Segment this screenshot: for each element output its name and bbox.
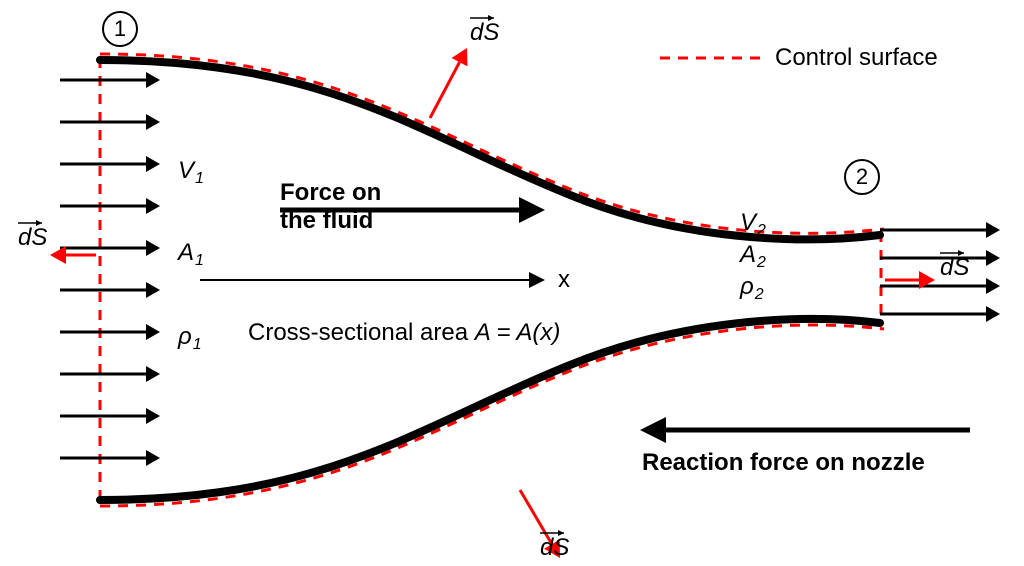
svg-text:dS: dS: [470, 19, 499, 46]
svg-text:dS: dS: [18, 224, 47, 251]
svg-text:Control surface: Control surface: [775, 44, 938, 71]
ds-vector-label: dS: [940, 250, 969, 281]
ds-vector-label: dS: [470, 15, 499, 46]
svg-text:dS: dS: [540, 534, 569, 561]
svg-text:dS: dS: [940, 254, 969, 281]
svg-text:the fluid: the fluid: [280, 207, 373, 234]
ds-vector-label: dS: [18, 220, 47, 251]
svg-text:2: 2: [856, 164, 868, 189]
svg-text:Reaction force on nozzle: Reaction force on nozzle: [642, 449, 925, 476]
svg-text:Force on: Force on: [280, 179, 381, 206]
ds-vector-label: dS: [540, 530, 569, 561]
svg-text:x: x: [558, 266, 570, 293]
svg-text:Cross-sectional area A = A(x): Cross-sectional area A = A(x): [248, 319, 560, 346]
svg-text:1: 1: [114, 16, 126, 41]
